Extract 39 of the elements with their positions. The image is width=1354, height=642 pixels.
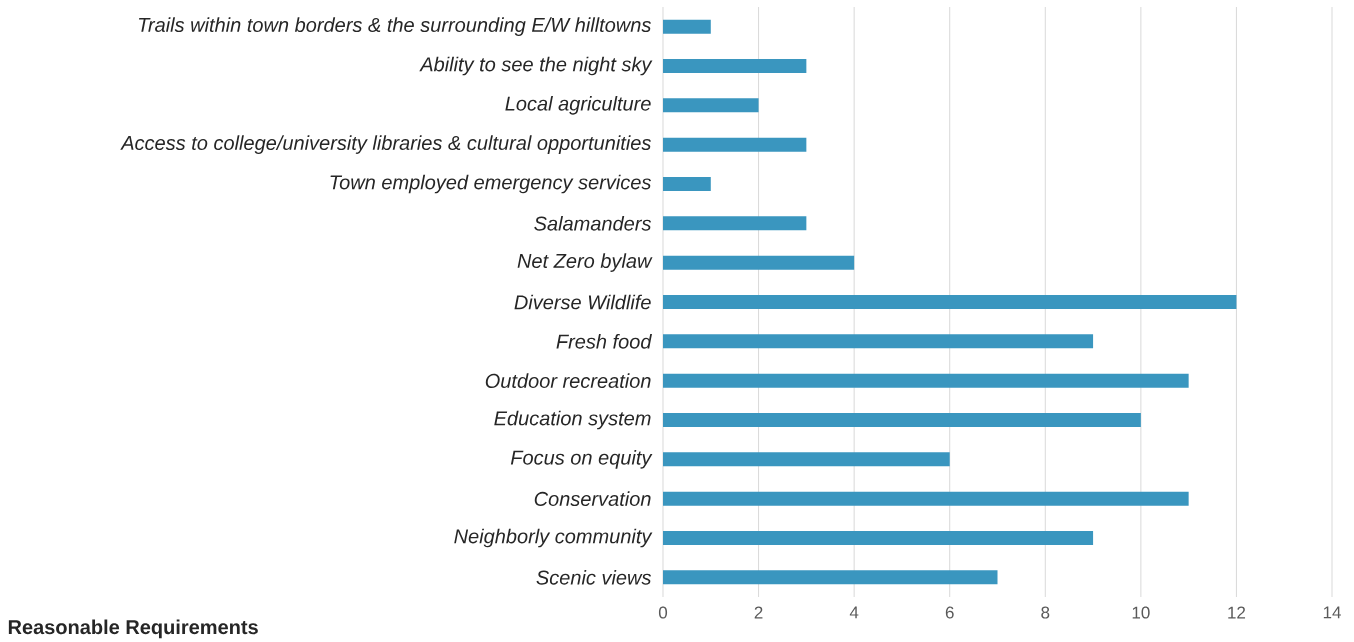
y-tick-label: Scenic views [536,569,652,585]
bar [663,19,711,34]
bar [663,137,807,152]
y-tick-label: Net Zero bylaw [517,253,653,272]
y-tick-label: Focus on equity [510,450,653,469]
y-tick-label: Outdoor recreation [485,373,651,389]
y-tick-label: Ability to see the night sky [419,56,653,76]
x-tick-label: 12 [1228,606,1246,619]
y-tick-label: Neighborly community [454,528,653,548]
y-tick-label: Town employed emergency services [330,174,652,194]
y-tick-label: Local agriculture [505,96,651,115]
x-tick-label: 14 [1323,606,1341,619]
bar [663,98,759,113]
bar [663,255,855,270]
x-tick-label: 10 [1132,606,1150,619]
text: Reasonable Requirements [8,619,258,639]
bar [663,334,1094,349]
bar [663,216,807,231]
x-tick-label: 4 [849,606,859,619]
bar [663,59,807,73]
y-tick-label: Access to college/university libraries & cultural opportunities [120,135,651,154]
bar [663,177,711,191]
y-tick-label: Salamanders [534,215,652,231]
bar [663,570,998,585]
y-tick-label: Conservation [534,491,651,507]
bar [663,531,1094,546]
bar [663,452,950,467]
bar [663,295,1237,309]
bar [663,373,1189,388]
x-tick-label: 0 [658,606,668,619]
bar [663,413,1141,427]
x-tick-label: 6 [945,606,954,619]
y-tick-label: Education system [494,410,651,430]
y-tick-label: Diverse Wildlife [514,294,651,310]
bar [663,491,1189,506]
y-tick-label: Fresh food [556,333,652,349]
x-tick-label: 8 [1041,606,1050,619]
x-tick-label: 2 [754,606,763,619]
y-tick-label: Trails within town borders & the surrounding E/W hilltowns [138,17,651,36]
